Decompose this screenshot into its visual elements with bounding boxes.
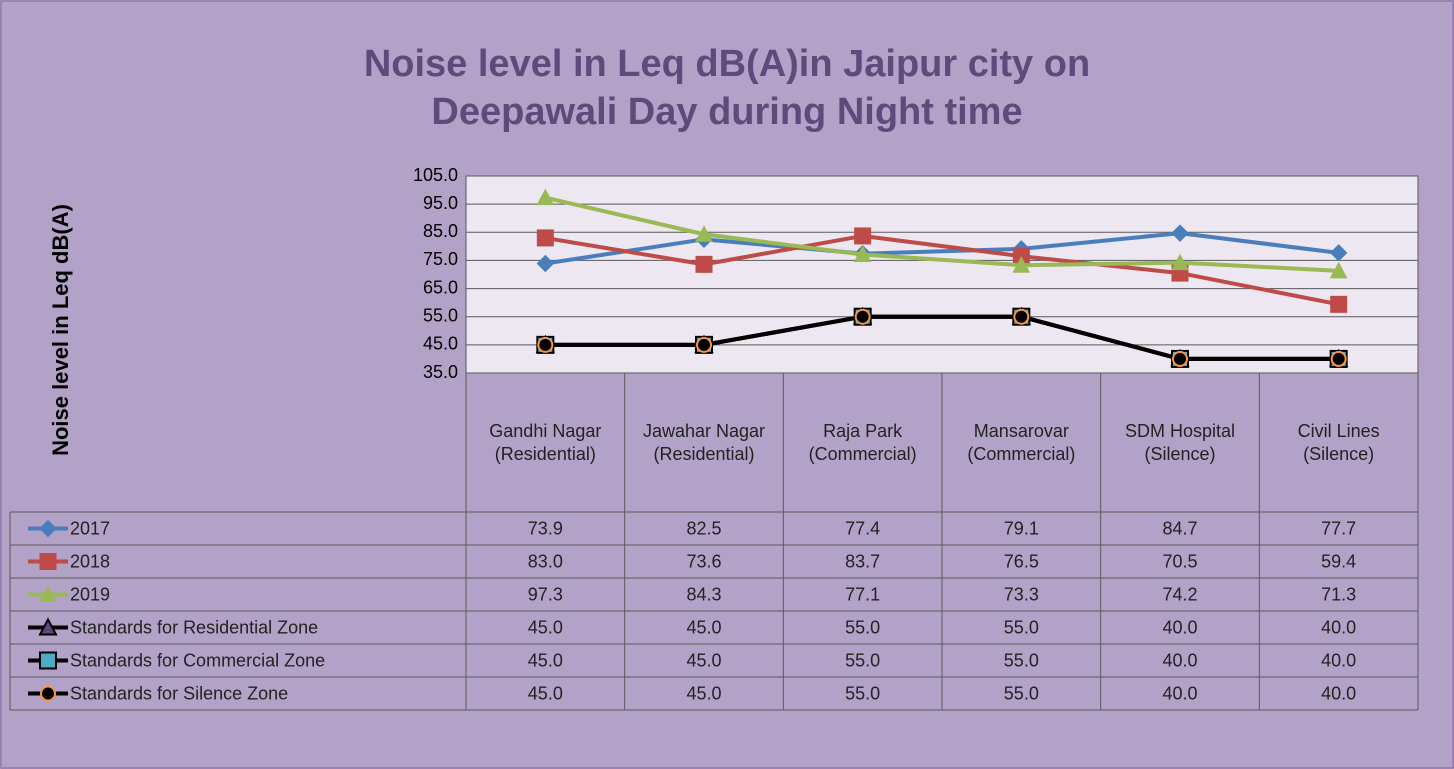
series-line: [544, 195, 1339, 273]
table-value: 40.0: [1321, 683, 1356, 703]
table-value: 79.1: [1004, 518, 1039, 538]
table-value: 82.5: [686, 518, 721, 538]
table-value: 45.0: [528, 683, 563, 703]
x-tick-label: Mansarovar (Commercial): [967, 420, 1076, 464]
table-value: 83.7: [845, 551, 880, 571]
table-value: 40.0: [1321, 617, 1356, 637]
legend-marker: [39, 519, 57, 538]
marker: [1329, 244, 1348, 262]
plot-area: [465, 175, 1419, 374]
marker: [536, 229, 554, 247]
x-tick-label: SDM Hospital (Silence): [1124, 420, 1235, 464]
y-tick-label: 75.0: [423, 249, 458, 269]
y-tick-label: 55.0: [423, 305, 458, 325]
series-line: [545, 231, 1339, 266]
table-value: 55.0: [845, 617, 880, 637]
table-value: 45.0: [686, 617, 721, 637]
marker: [696, 336, 712, 353]
table-value: 40.0: [1162, 617, 1197, 637]
marker: [695, 255, 713, 273]
table-value: 55.0: [1004, 650, 1039, 670]
x-tick-label: Raja Park (Commercial): [808, 420, 917, 464]
marker: [695, 225, 713, 242]
y-tick-label: 35.0: [423, 362, 458, 382]
chart-title-box: Noise level in Leq dB(A)in Jaipur city o…: [0, 40, 1454, 136]
legend-label: 2018: [70, 551, 110, 571]
table-value: 70.5: [1162, 551, 1197, 571]
table-value: 55.0: [845, 650, 880, 670]
table-value: 77.7: [1321, 518, 1356, 538]
legend-marker: [39, 651, 57, 670]
table-value: 45.0: [686, 683, 721, 703]
table-value: 76.5: [1004, 551, 1039, 571]
marker: [854, 227, 872, 245]
y-tick-label: 85.0: [423, 221, 458, 241]
table-value: 55.0: [845, 683, 880, 703]
table-value: 59.4: [1321, 551, 1356, 571]
table-value: 73.3: [1004, 584, 1039, 604]
legend-label: 2017: [70, 518, 110, 538]
table-value: 73.6: [686, 551, 721, 571]
y-tick-label: 95.0: [423, 193, 458, 213]
legend-marker: [39, 553, 57, 570]
marker: [536, 254, 555, 273]
marker: [1012, 256, 1031, 273]
table-value: 74.2: [1162, 584, 1197, 604]
table-value: 55.0: [1004, 617, 1039, 637]
legend-label: Standards for Commercial Zone: [70, 650, 325, 670]
marker: [536, 188, 555, 206]
table-value: 83.0: [528, 551, 563, 571]
marker: [1330, 350, 1347, 367]
series-line: [545, 314, 1339, 361]
legend-marker: [39, 585, 57, 602]
marker: [537, 336, 554, 353]
y-tick-label: 65.0: [423, 277, 458, 297]
table-value: 73.9: [528, 518, 563, 538]
marker: [1329, 261, 1348, 279]
series-line: [545, 233, 1340, 307]
legend-label: 2019: [70, 584, 110, 604]
table-value: 45.0: [686, 650, 721, 670]
marker: [1171, 224, 1189, 242]
table-value: 40.0: [1321, 650, 1356, 670]
marker: [1171, 253, 1189, 271]
chart-title: Noise level in Leq dB(A)in Jaipur city o…: [363, 43, 1091, 133]
x-tick-label: Civil Lines (Silence): [1297, 420, 1380, 464]
marker: [854, 308, 871, 325]
table-value: 84.7: [1162, 518, 1197, 538]
legend-marker: [40, 685, 56, 702]
marker: [853, 245, 872, 263]
table-value: 45.0: [528, 617, 563, 637]
legend-label: Standards for Silence Zone: [70, 683, 288, 703]
table-value: 40.0: [1162, 650, 1197, 670]
table-value: 84.3: [686, 584, 721, 604]
table-value: 45.0: [528, 650, 563, 670]
table-value: 71.3: [1321, 584, 1356, 604]
legend-marker: [38, 617, 58, 636]
marker: [1172, 350, 1188, 367]
marker: [1013, 308, 1030, 325]
table-value: 77.1: [845, 584, 880, 604]
table-value: 77.4: [845, 518, 880, 538]
x-tick-label: Gandhi Nagar (Residential): [489, 420, 602, 464]
y-tick-label: 105.0: [413, 165, 458, 185]
table-value: 40.0: [1162, 683, 1197, 703]
marker: [1330, 295, 1348, 313]
table-value: 97.3: [528, 584, 563, 604]
table-value: 55.0: [1004, 683, 1039, 703]
legend-label: Standards for Residential Zone: [70, 617, 318, 637]
y-axis-label: Noise level in Leq dB(A): [48, 204, 73, 456]
y-tick-label: 45.0: [423, 334, 458, 354]
x-tick-label: Jawahar Nagar (Residential): [642, 420, 766, 464]
